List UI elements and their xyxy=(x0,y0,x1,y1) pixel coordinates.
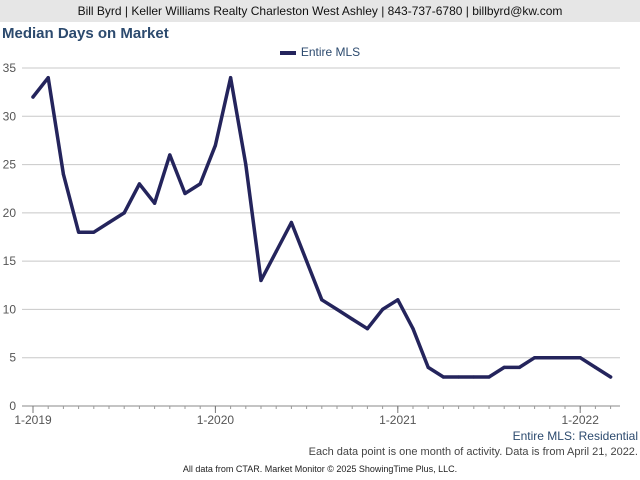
y-tick-label-0: 0 xyxy=(9,399,16,413)
data-point-2-2021 xyxy=(411,327,415,331)
x-tick-label-1-2019: 1-2019 xyxy=(14,413,52,427)
axis-layer: 0 5 10 15 20 25 30 35 1-2019 1-2020 1-2021 1-2022 xyxy=(3,61,620,427)
agent-contact-text: Bill Byrd | Keller Williams Realty Charl… xyxy=(77,4,563,18)
data-point-6-2019 xyxy=(107,220,111,225)
data-point-10-2019 xyxy=(168,153,172,157)
data-point-7-2020 xyxy=(305,259,309,263)
data-point-3-2021 xyxy=(426,365,430,369)
data-point-1-2019 xyxy=(31,95,35,99)
series-layer xyxy=(31,75,613,379)
chart-legend: Entire MLS xyxy=(0,45,640,59)
y-tick-label-15: 15 xyxy=(3,254,17,268)
x-tick-label-1-2021: 1-2021 xyxy=(379,413,417,427)
data-point-2-2019 xyxy=(46,76,50,80)
y-tick-label-5: 5 xyxy=(9,351,16,365)
data-point-12-2020 xyxy=(381,307,385,312)
data-point-4-2021 xyxy=(441,375,445,379)
data-point-7-2019 xyxy=(122,211,126,215)
y-tick-label-20: 20 xyxy=(3,206,17,220)
data-point-6-2021 xyxy=(472,375,476,379)
data-point-1-2020 xyxy=(213,143,217,147)
data-point-3-2022 xyxy=(609,375,613,379)
grid-layer xyxy=(22,67,620,359)
data-point-10-2021 xyxy=(533,356,537,360)
data-point-12-2021 xyxy=(563,356,567,360)
x-tick-label-1-2022: 1-2022 xyxy=(562,413,600,427)
y-tick-label-30: 30 xyxy=(3,109,17,123)
data-note: Each data point is one month of activity… xyxy=(308,446,638,458)
data-point-2-2020 xyxy=(229,76,233,80)
legend-label: Entire MLS xyxy=(300,45,361,59)
agent-contact-bar: Bill Byrd | Keller Williams Realty Charl… xyxy=(0,0,640,22)
data-point-11-2020 xyxy=(365,327,369,331)
data-point-9-2021 xyxy=(517,365,522,369)
data-point-2-2022 xyxy=(593,365,598,369)
data-point-11-2021 xyxy=(548,356,552,360)
data-point-6-2020 xyxy=(289,220,293,225)
data-point-12-2019 xyxy=(198,182,202,186)
y-tick-label-35: 35 xyxy=(3,61,17,75)
data-point-5-2021 xyxy=(457,375,461,379)
data-point-4-2020 xyxy=(259,278,263,283)
data-point-9-2019 xyxy=(153,201,157,205)
y-tick-label-25: 25 xyxy=(3,158,17,172)
data-point-9-2020 xyxy=(335,307,339,312)
footer-credit: All data from CTAR. Market Monitor © 202… xyxy=(182,464,458,474)
series-caption: Entire MLS: Residential xyxy=(512,429,638,443)
data-point-4-2019 xyxy=(77,230,81,234)
data-point-7-2021 xyxy=(487,375,491,379)
chart-title: Median Days on Market xyxy=(2,25,169,42)
series-line-0 xyxy=(31,75,613,379)
data-point-11-2019 xyxy=(183,191,187,196)
y-tick-label-10: 10 xyxy=(3,302,17,316)
data-point-8-2021 xyxy=(502,365,506,369)
data-point-1-2022 xyxy=(578,356,582,360)
x-tick-label-1-2020: 1-2020 xyxy=(197,413,235,427)
legend-swatch-line-icon xyxy=(279,50,296,55)
data-point-5-2019 xyxy=(92,230,96,234)
data-point-5-2020 xyxy=(274,249,278,254)
data-point-1-2021 xyxy=(396,298,400,302)
data-point-3-2020 xyxy=(244,162,248,167)
data-point-3-2019 xyxy=(61,172,65,176)
data-point-8-2020 xyxy=(320,298,324,302)
data-point-10-2020 xyxy=(350,317,354,321)
data-point-8-2019 xyxy=(137,182,141,186)
